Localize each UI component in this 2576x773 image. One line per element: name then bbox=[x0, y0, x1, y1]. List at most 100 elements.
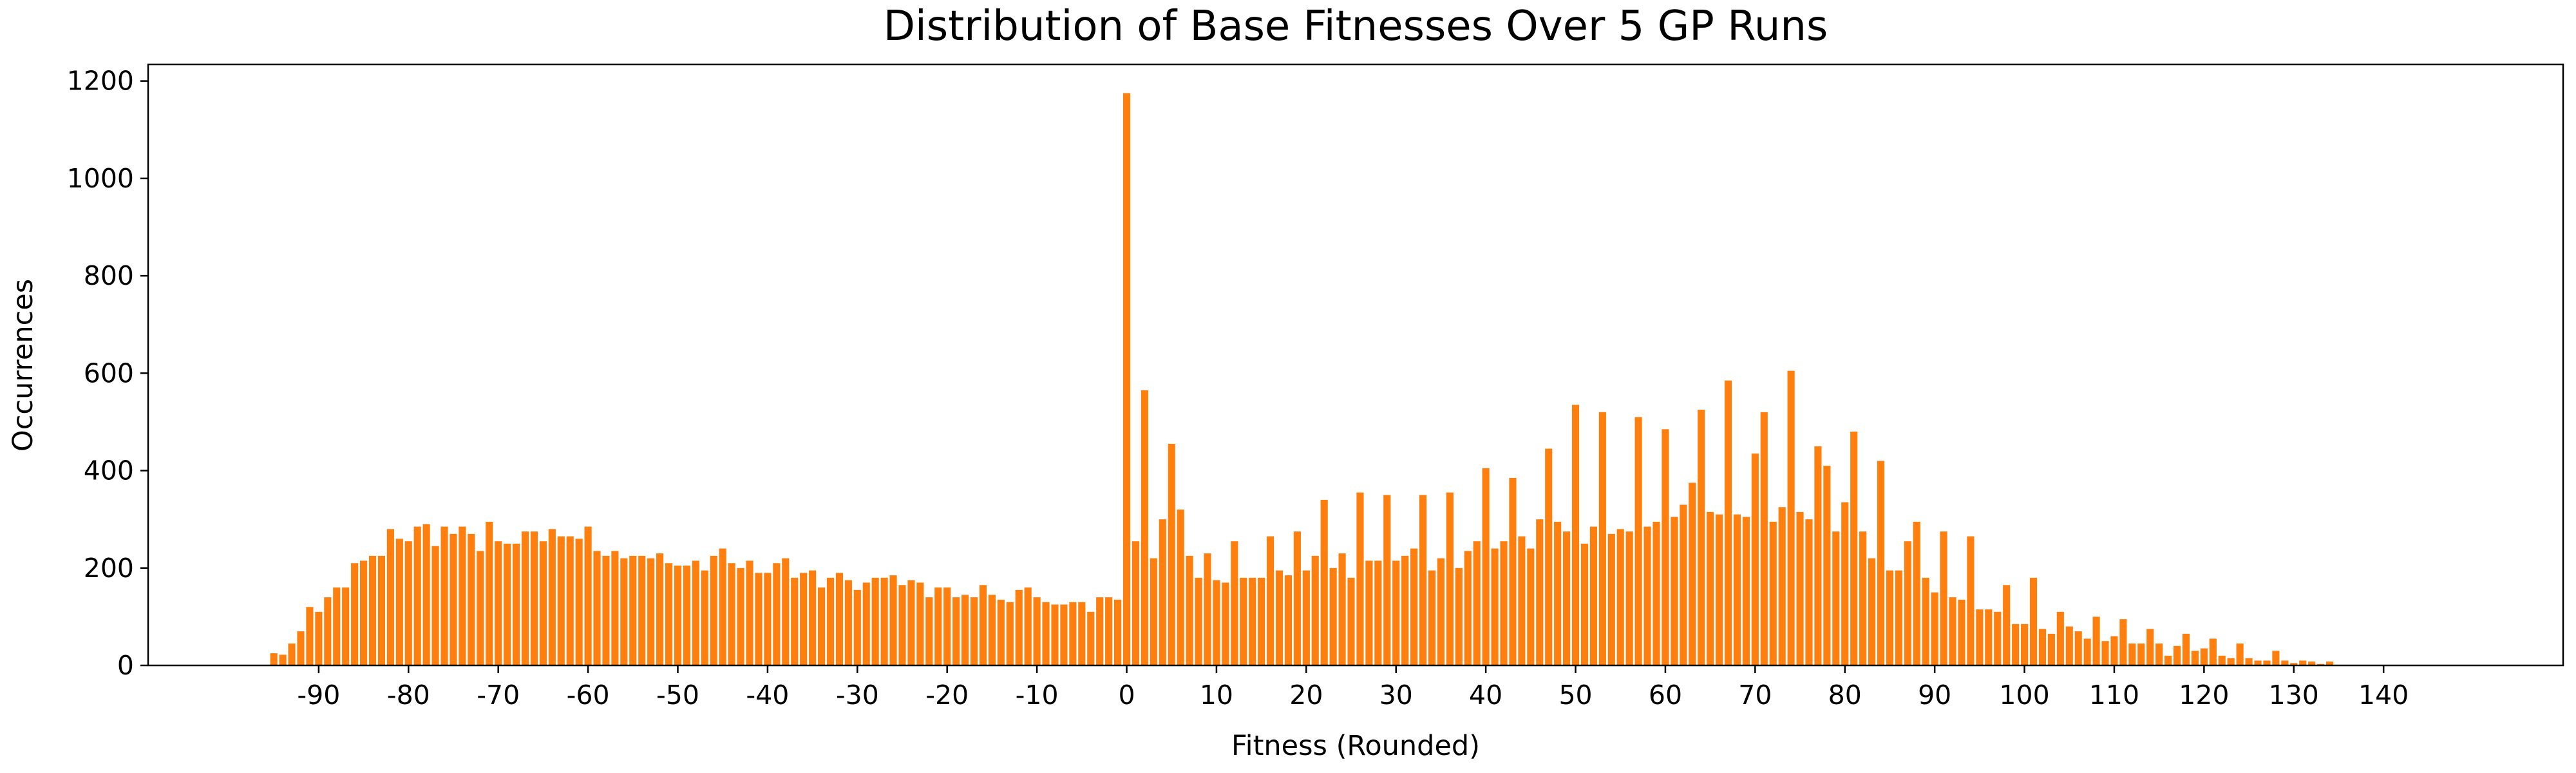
bar bbox=[1671, 517, 1678, 665]
bar bbox=[746, 560, 753, 665]
bar bbox=[413, 526, 421, 665]
bar bbox=[952, 597, 960, 665]
bar bbox=[324, 597, 332, 665]
bar bbox=[1707, 511, 1714, 665]
bar bbox=[1698, 410, 1705, 665]
bar bbox=[719, 548, 726, 665]
bar bbox=[1150, 558, 1157, 665]
x-tick-label: -70 bbox=[477, 680, 520, 711]
bar bbox=[1634, 417, 1642, 665]
bar bbox=[468, 533, 475, 665]
x-tick-label: 100 bbox=[1999, 680, 2049, 711]
bar bbox=[2038, 629, 2047, 665]
bar bbox=[1509, 477, 1517, 665]
bar bbox=[2003, 585, 2011, 665]
bar bbox=[2020, 624, 2029, 665]
bar bbox=[2083, 638, 2091, 665]
x-tick-label: 80 bbox=[1828, 680, 1862, 711]
bar bbox=[1240, 577, 1247, 665]
bar bbox=[1078, 602, 1086, 665]
bar bbox=[1428, 570, 1436, 665]
bar bbox=[1680, 504, 1687, 665]
bar bbox=[1204, 553, 1211, 665]
bar bbox=[2308, 661, 2316, 665]
bar bbox=[512, 543, 520, 665]
bar bbox=[916, 582, 924, 665]
bar bbox=[2281, 660, 2289, 665]
bar bbox=[1805, 519, 1813, 665]
bar bbox=[342, 587, 350, 665]
bar bbox=[2272, 651, 2280, 665]
bar bbox=[297, 631, 305, 665]
x-tick-label: -50 bbox=[656, 680, 699, 711]
x-tick-label: 0 bbox=[1118, 680, 1135, 711]
x-tick-label: 60 bbox=[1649, 680, 1682, 711]
y-tick-label: 400 bbox=[84, 455, 134, 486]
y-axis-label: Occurrences bbox=[7, 279, 39, 452]
bar bbox=[2254, 660, 2262, 665]
bar bbox=[674, 566, 682, 665]
bar bbox=[495, 541, 502, 665]
bar bbox=[530, 531, 538, 665]
bar bbox=[1473, 541, 1481, 665]
bar bbox=[710, 555, 717, 665]
bar bbox=[2110, 636, 2118, 665]
bar bbox=[566, 536, 574, 665]
bar bbox=[1787, 370, 1795, 665]
x-tick-label: -60 bbox=[567, 680, 610, 711]
bar bbox=[1859, 531, 1867, 665]
bar bbox=[431, 546, 439, 665]
bar bbox=[2092, 616, 2100, 665]
bar bbox=[333, 587, 341, 665]
bar bbox=[1716, 514, 1723, 665]
bar bbox=[2047, 633, 2055, 665]
bar bbox=[961, 595, 969, 665]
bar bbox=[1311, 555, 1319, 665]
bar bbox=[1653, 521, 1660, 665]
bar bbox=[2029, 577, 2038, 665]
bar bbox=[1563, 531, 1571, 665]
bar bbox=[2065, 626, 2073, 665]
bar bbox=[656, 553, 664, 665]
bar bbox=[1141, 390, 1148, 665]
bar bbox=[315, 611, 323, 665]
bar bbox=[620, 558, 628, 665]
bar bbox=[1778, 507, 1786, 665]
bar bbox=[1500, 541, 1508, 665]
bar bbox=[1293, 531, 1301, 665]
bar bbox=[504, 543, 511, 665]
bar bbox=[1222, 582, 1229, 665]
bar bbox=[1338, 553, 1346, 665]
bar bbox=[1329, 568, 1337, 665]
bar bbox=[1069, 602, 1077, 665]
bar bbox=[2056, 611, 2064, 665]
bar bbox=[1122, 93, 1131, 666]
bar bbox=[1940, 531, 1947, 665]
chart-title: Distribution of Base Fitnesses Over 5 GP… bbox=[884, 3, 1828, 50]
bar bbox=[2290, 663, 2298, 665]
bar bbox=[2074, 631, 2082, 665]
bar bbox=[1877, 461, 1885, 665]
x-tick-label: 140 bbox=[2358, 680, 2409, 711]
bar bbox=[2155, 643, 2163, 665]
bar bbox=[450, 533, 457, 665]
bar bbox=[2012, 624, 2020, 665]
bar bbox=[1904, 541, 1911, 665]
bar bbox=[2101, 641, 2109, 665]
x-tick-label: 130 bbox=[2269, 680, 2319, 711]
bar bbox=[1868, 558, 1876, 665]
bar bbox=[611, 551, 619, 665]
bar bbox=[1365, 560, 1373, 665]
y-tick-label: 200 bbox=[84, 553, 134, 584]
x-tick-label: 20 bbox=[1289, 680, 1323, 711]
x-tick-label: -80 bbox=[387, 680, 430, 711]
bar bbox=[1033, 597, 1041, 665]
bar bbox=[773, 563, 781, 665]
x-tick-label: -90 bbox=[297, 680, 340, 711]
bar bbox=[2209, 638, 2217, 665]
bar bbox=[880, 577, 888, 665]
bar bbox=[889, 575, 897, 665]
bar bbox=[1958, 599, 1965, 665]
bar bbox=[270, 653, 278, 665]
